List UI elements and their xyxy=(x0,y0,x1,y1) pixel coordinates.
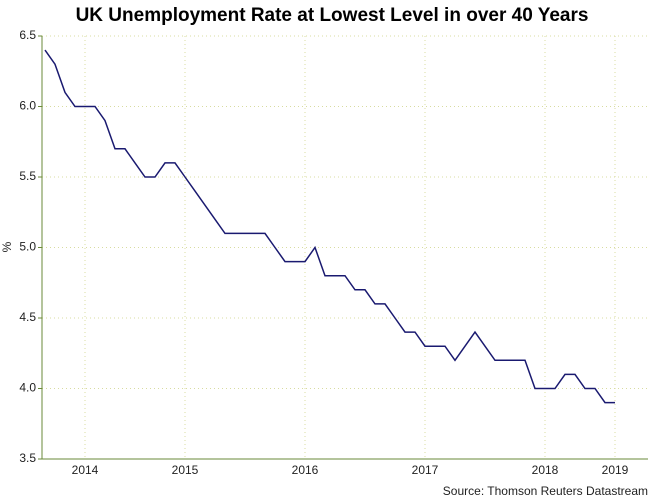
x-tick-label: 2018 xyxy=(532,463,559,477)
x-tick-label: 2015 xyxy=(172,463,199,477)
y-tick-label: 5.5 xyxy=(19,169,36,183)
x-tick-label: 2019 xyxy=(602,463,629,477)
y-tick-label: 5.0 xyxy=(19,240,36,254)
y-tick-label: 4.5 xyxy=(19,310,36,324)
source-note: Source: Thomson Reuters Datastream xyxy=(443,484,648,498)
y-tick-label: 4.0 xyxy=(19,381,36,395)
y-tick-label: 6.0 xyxy=(19,99,36,113)
x-tick-label: 2017 xyxy=(412,463,439,477)
y-tick-label: 6.5 xyxy=(19,28,36,42)
y-tick-label: 3.5 xyxy=(19,451,36,465)
data-line xyxy=(44,49,615,404)
x-tick-label: 2016 xyxy=(292,463,319,477)
x-tick-label: 2014 xyxy=(72,463,99,477)
y-axis-label: % xyxy=(0,241,14,252)
chart-title: UK Unemployment Rate at Lowest Level in … xyxy=(76,5,589,26)
